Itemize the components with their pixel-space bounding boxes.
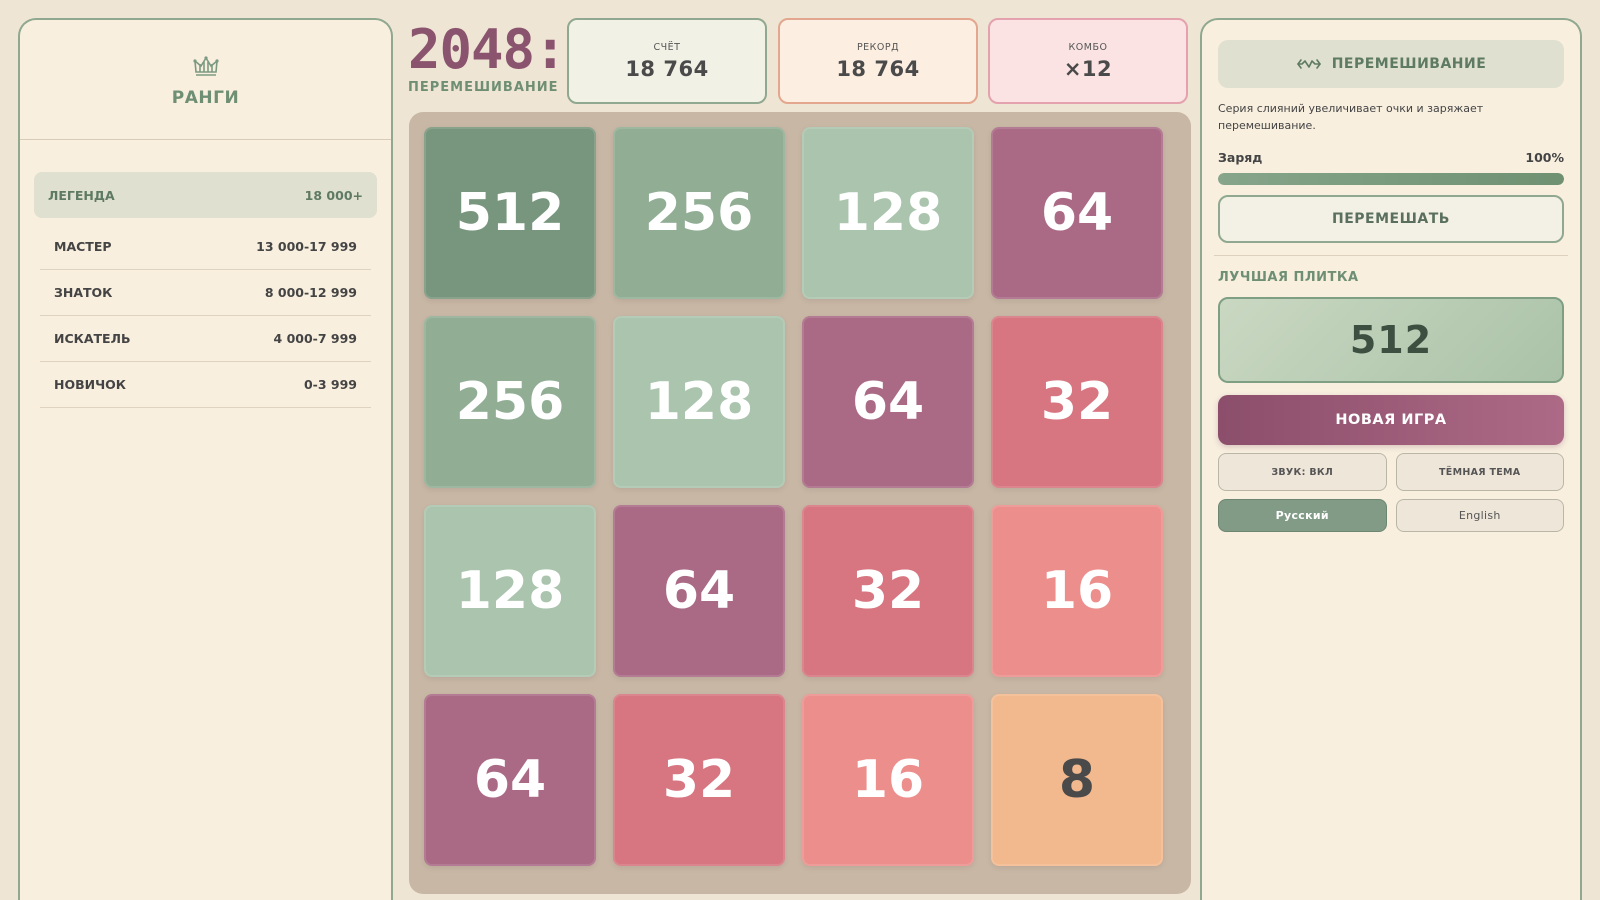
game-logo: 2048: ПЕРЕМЕШИВАНИЕ (408, 18, 567, 95)
crown-icon (192, 55, 219, 76)
charge-bar (1218, 173, 1564, 185)
rank-row: ЗНАТОК 8 000-12 999 (40, 270, 371, 316)
tile-64: 64 (991, 127, 1163, 299)
rank-row: НОВИЧОК 0-3 999 (40, 362, 371, 408)
tile-8: 8 (991, 694, 1163, 866)
dark-theme-button[interactable]: ТЁМНАЯ ТЕМА (1395, 453, 1564, 491)
rank-range: 0-3 999 (303, 377, 357, 392)
tile-256: 256 (424, 316, 596, 488)
charge-value: 100% (1525, 150, 1564, 165)
record-label: РЕКОРД (856, 41, 900, 53)
lang-en-button[interactable]: English (1395, 499, 1564, 532)
record-value: 18 764 (836, 56, 920, 81)
shuffle-header: ПЕРЕМЕШИВАНИЕ (1218, 40, 1564, 88)
new-game-button[interactable]: НОВАЯ ИГРА (1218, 395, 1564, 445)
language-row: Русский English (1218, 499, 1564, 532)
ranks-list: ЛЕГЕНДА 18 000+ МАСТЕР 13 000-17 999 ЗНАТОК 8… (20, 140, 391, 408)
score-box: СЧЁТ 18 764 (567, 18, 767, 104)
charge-row: Заряд 100% (1218, 150, 1564, 165)
tile-64: 64 (424, 694, 596, 866)
record-box: РЕКОРД 18 764 (778, 18, 978, 104)
combo-label: КОМБО (1068, 41, 1108, 53)
divider (1214, 255, 1568, 256)
shuffle-button[interactable]: ПЕРЕМЕШАТЬ (1218, 195, 1564, 243)
tile-32: 32 (613, 694, 785, 866)
ranks-header: РАНГИ (20, 20, 391, 140)
best-tile-value: 512 (1218, 297, 1564, 383)
tile-64: 64 (613, 505, 785, 677)
charge-bar-fill (1218, 173, 1564, 185)
ranks-title: РАНГИ (171, 87, 240, 108)
tile-32: 32 (991, 316, 1163, 488)
tile-32: 32 (802, 505, 974, 677)
logo-subtitle: ПЕРЕМЕШИВАНИЕ (408, 80, 559, 95)
logo-title: 2048: (408, 18, 567, 81)
rank-range: 13 000-17 999 (256, 239, 357, 254)
charge-label: Заряд (1218, 150, 1263, 165)
tile-128: 128 (424, 505, 596, 677)
tile-16: 16 (802, 694, 974, 866)
lang-ru-button[interactable]: Русский (1218, 499, 1387, 532)
combo-value: ×12 (1063, 56, 1113, 81)
rank-row: МАСТЕР 13 000-17 999 (40, 224, 371, 270)
rank-name: ЗНАТОК (54, 285, 113, 300)
rank-row: ИСКАТЕЛЬ 4 000-7 999 (40, 316, 371, 362)
tile-256: 256 (613, 127, 785, 299)
tile-512: 512 (424, 127, 596, 299)
shuffle-description: Серия слияний увеличивает очки и заряжае… (1218, 102, 1484, 132)
controls-panel: ПЕРЕМЕШИВАНИЕ Серия слияний увеличивает … (1200, 18, 1582, 900)
rank-name: НОВИЧОК (54, 377, 127, 392)
rank-range: 18 000+ (304, 187, 363, 203)
combo-box: КОМБО ×12 (988, 18, 1188, 104)
rank-name: ЛЕГЕНДА (48, 187, 115, 203)
best-tile-label: ЛУЧШАЯ ПЛИТКА (1218, 270, 1359, 285)
rank-range: 4 000-7 999 (273, 331, 357, 346)
rank-range: 8 000-12 999 (264, 285, 357, 300)
rank-row: ЛЕГЕНДА 18 000+ (34, 172, 377, 218)
shuffle-title: ПЕРЕМЕШИВАНИЕ (1331, 56, 1487, 72)
tile-128: 128 (802, 127, 974, 299)
tile-128: 128 (613, 316, 785, 488)
game-board[interactable]: 512 256 128 64 256 128 64 32 128 64 32 16 64 32 16 8 (409, 112, 1191, 894)
sound-toggle-button[interactable]: ЗВУК: ВКЛ (1218, 453, 1387, 491)
tile-16: 16 (991, 505, 1163, 677)
rank-name: ИСКАТЕЛЬ (54, 331, 131, 346)
tile-64: 64 (802, 316, 974, 488)
settings-row: ЗВУК: ВКЛ ТЁМНАЯ ТЕМА (1218, 453, 1564, 491)
score-value: 18 764 (625, 56, 709, 81)
ranks-panel: РАНГИ ЛЕГЕНДА 18 000+ МАСТЕР 13 000-17 999 З… (18, 18, 393, 900)
shuffle-icon (1296, 59, 1321, 69)
score-label: СЧЁТ (653, 41, 681, 53)
rank-name: МАСТЕР (54, 239, 112, 254)
